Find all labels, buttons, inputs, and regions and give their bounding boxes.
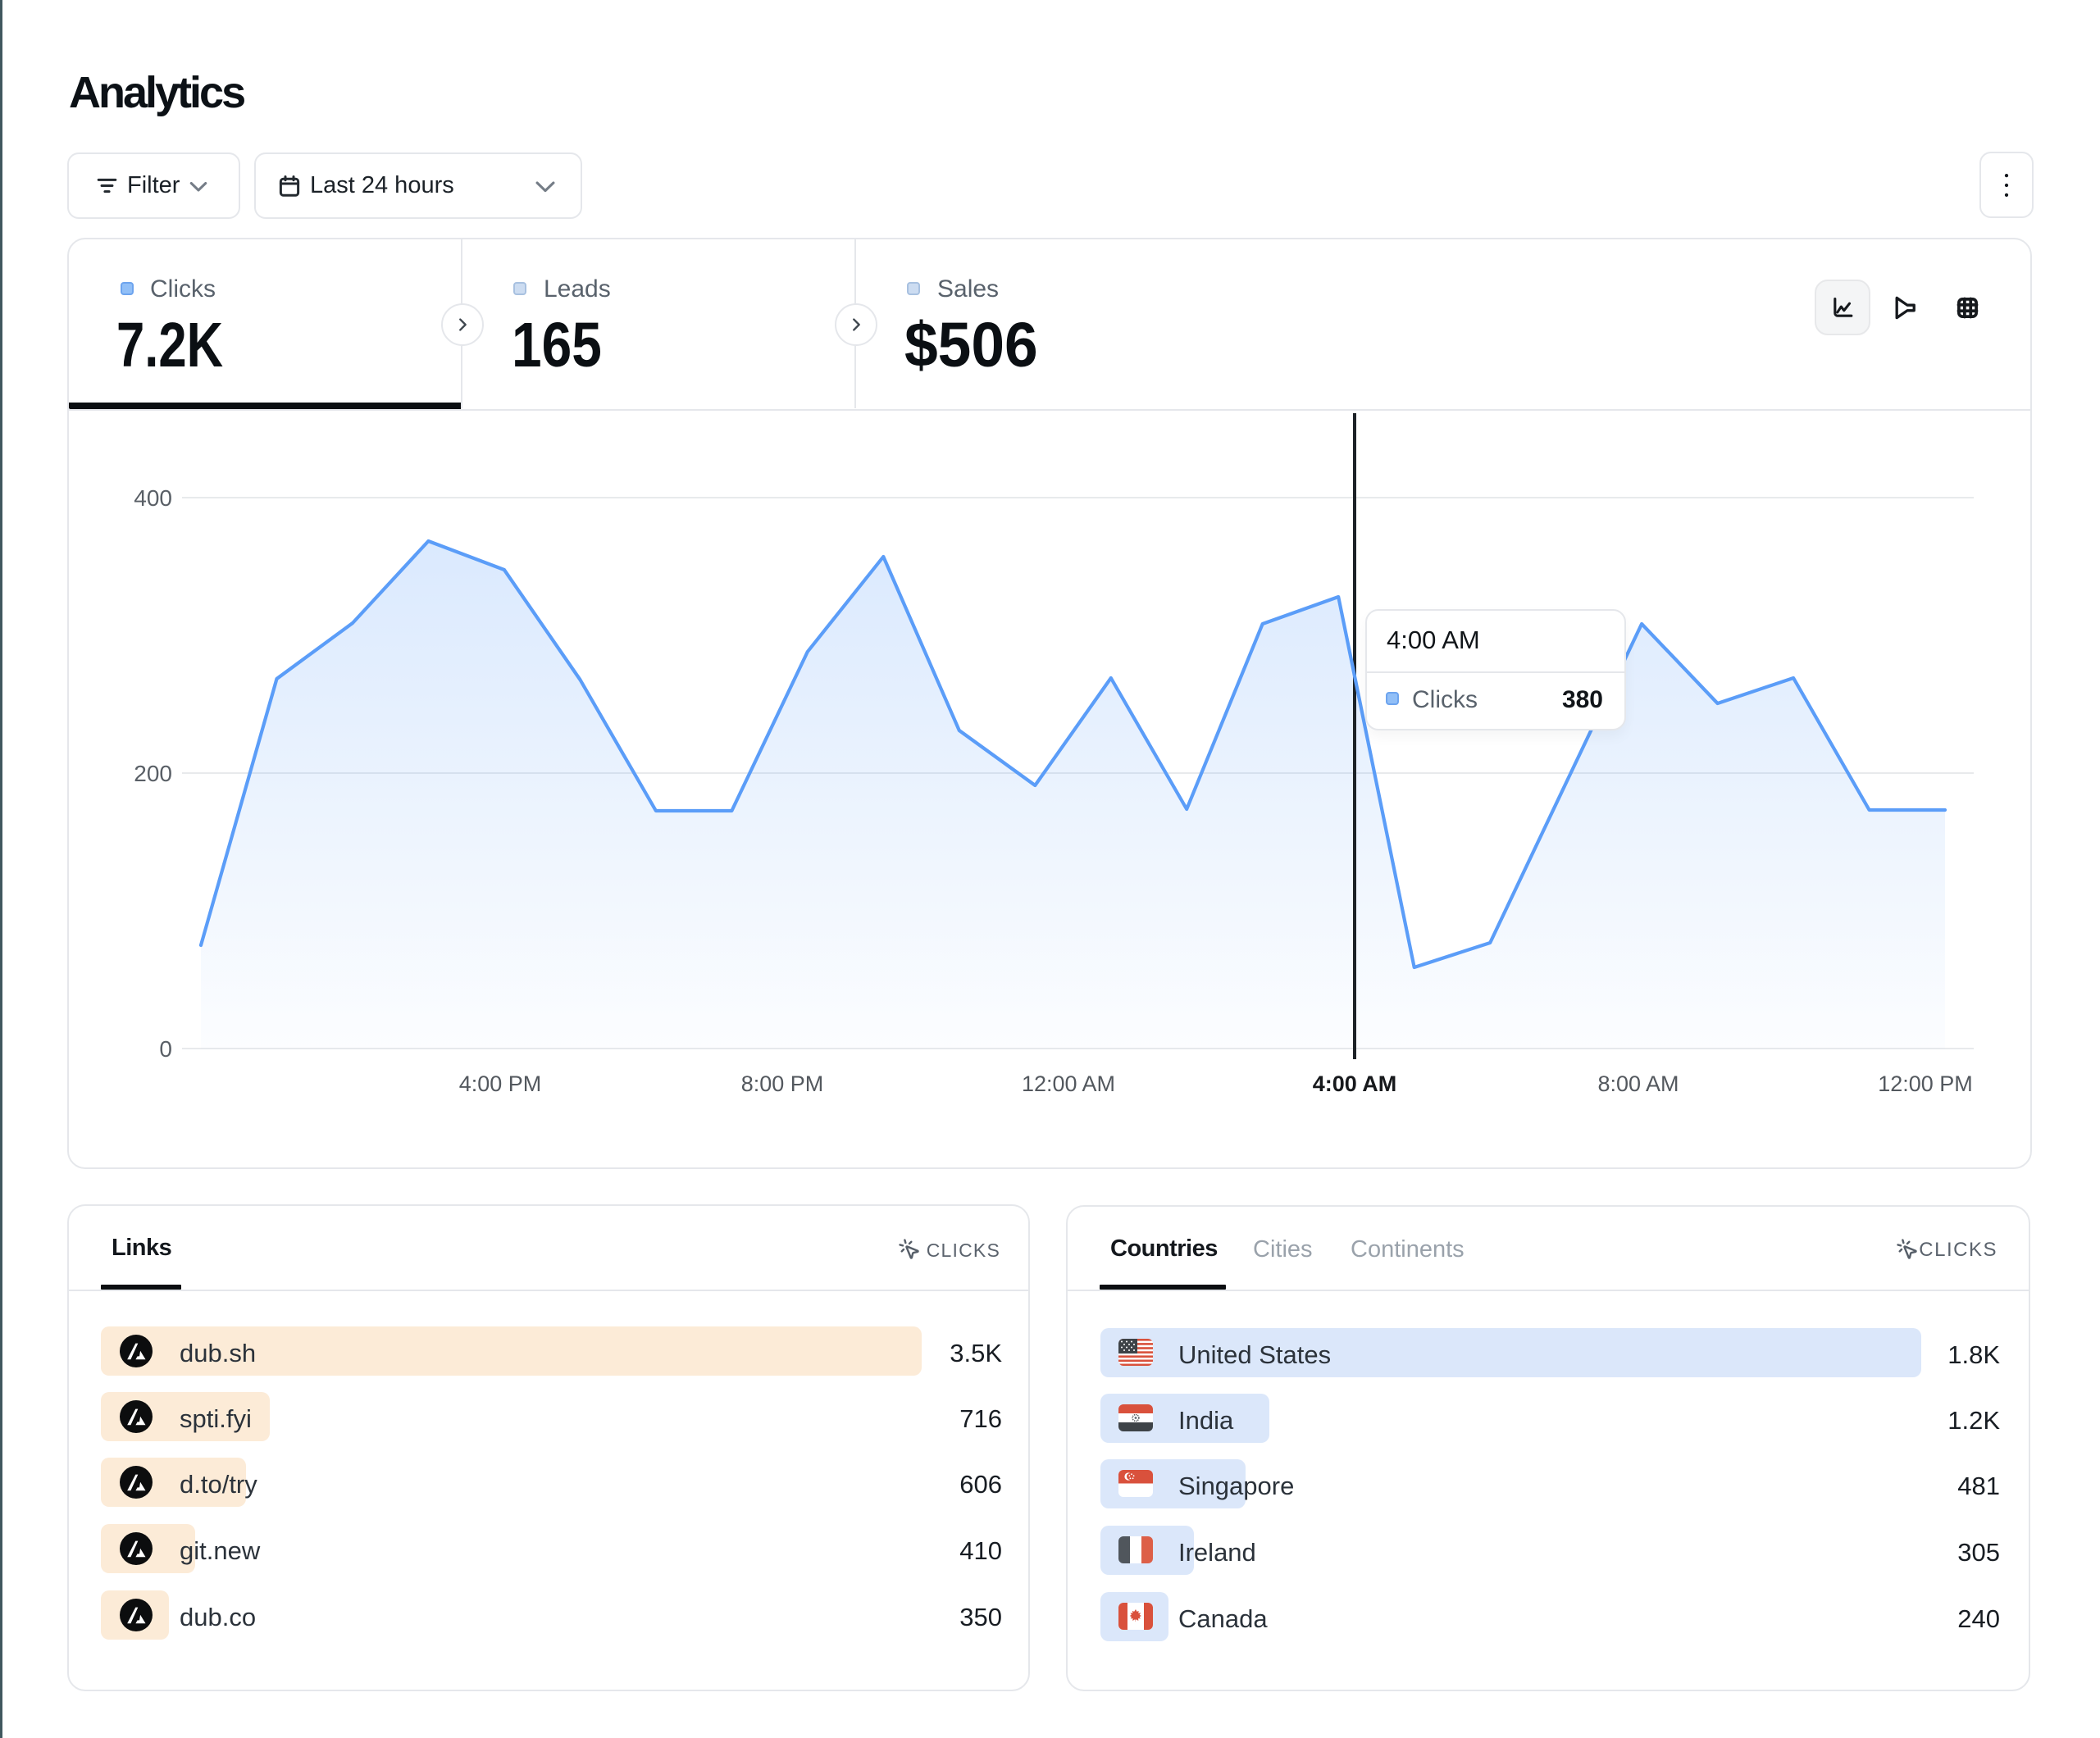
svg-text:12:00 AM: 12:00 AM <box>1022 1071 1115 1096</box>
svg-text:0: 0 <box>159 1036 172 1062</box>
svg-text:8:00 PM: 8:00 PM <box>741 1071 824 1096</box>
svg-text:200: 200 <box>134 761 172 786</box>
svg-text:8:00 AM: 8:00 AM <box>1597 1071 1679 1096</box>
svg-text:4:00 PM: 4:00 PM <box>459 1071 542 1096</box>
svg-text:400: 400 <box>134 485 172 511</box>
svg-text:4:00 AM: 4:00 AM <box>1313 1071 1397 1096</box>
svg-text:12:00 PM: 12:00 PM <box>1878 1071 1973 1096</box>
